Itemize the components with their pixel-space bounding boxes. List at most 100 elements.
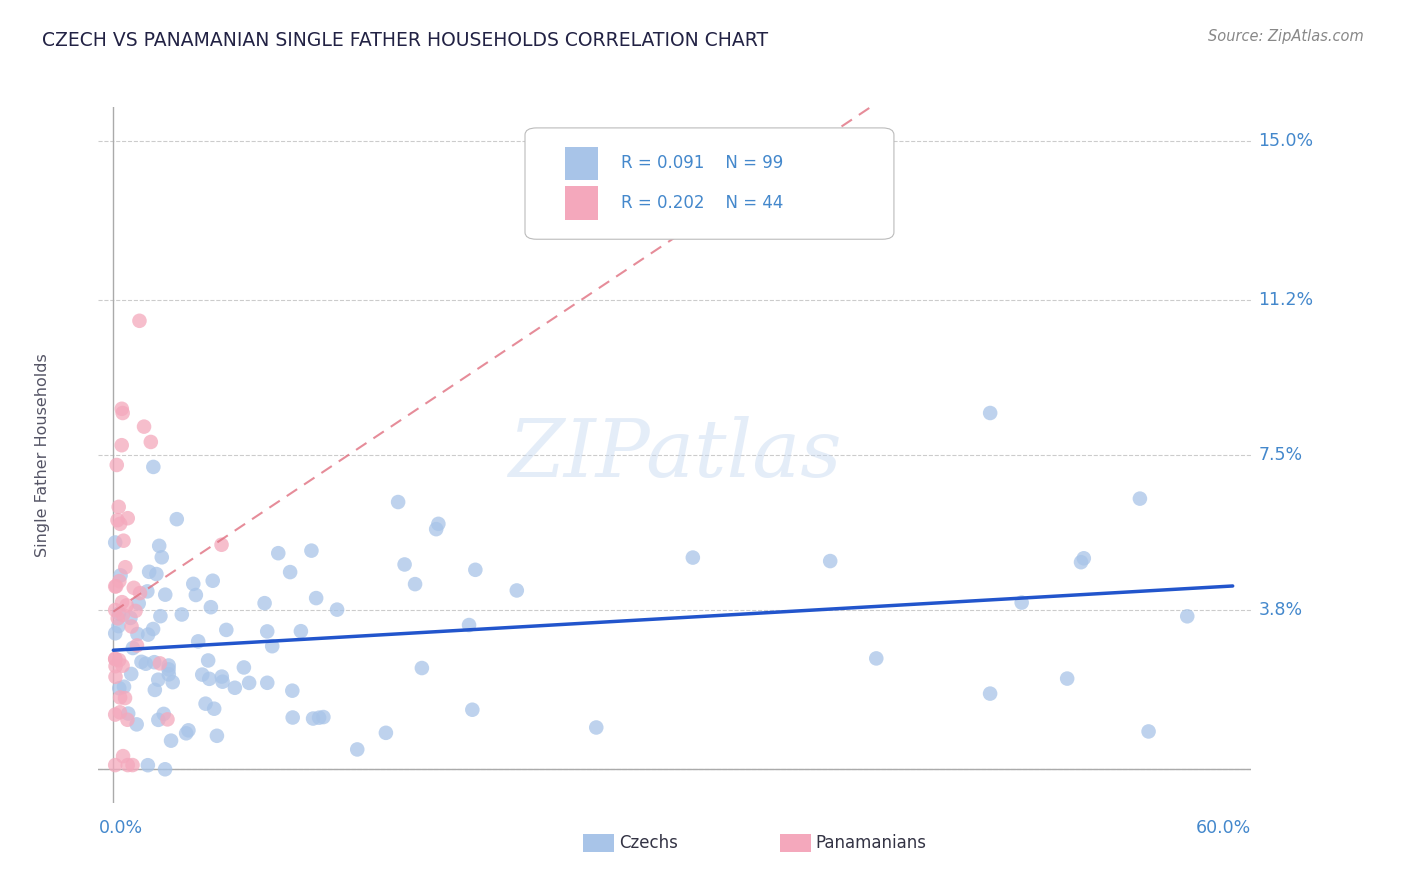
Point (1137, 724, 1160, 739)
Point (104, 670, 127, 684)
FancyBboxPatch shape (565, 146, 598, 180)
Point (120, 667, 142, 681)
Point (184, 588, 207, 602)
Text: Source: ZipAtlas.com: Source: ZipAtlas.com (1208, 29, 1364, 44)
Point (117, 758, 139, 772)
Point (104, 626, 127, 640)
Point (114, 560, 136, 574)
Point (108, 607, 131, 621)
Point (128, 314, 150, 328)
Point (121, 619, 143, 633)
Point (312, 710, 335, 724)
Point (302, 712, 325, 726)
Point (211, 670, 233, 684)
Point (111, 607, 134, 622)
Point (111, 658, 134, 673)
FancyBboxPatch shape (565, 186, 598, 219)
Point (979, 687, 1001, 701)
Point (155, 588, 177, 602)
Point (464, 563, 486, 577)
Point (149, 609, 172, 624)
Point (114, 691, 136, 706)
Point (211, 538, 233, 552)
Point (136, 584, 159, 599)
Point (104, 579, 127, 593)
Point (818, 554, 841, 568)
Point (135, 657, 157, 671)
Point (262, 639, 284, 653)
Point (138, 565, 160, 579)
Point (682, 550, 704, 565)
Point (374, 726, 396, 740)
Point (585, 721, 607, 735)
Point (108, 681, 131, 696)
Point (145, 567, 167, 582)
Point (194, 697, 217, 711)
Point (111, 595, 134, 609)
Point (157, 667, 180, 681)
Point (181, 577, 204, 591)
Point (117, 511, 139, 525)
Point (121, 758, 143, 772)
Point (142, 622, 165, 636)
Point (1073, 551, 1095, 566)
Text: 15.0%: 15.0% (1258, 132, 1313, 150)
Point (411, 661, 433, 675)
Point (128, 596, 150, 610)
Point (110, 568, 132, 582)
Point (107, 500, 129, 514)
Point (108, 574, 131, 589)
Point (148, 539, 170, 553)
Text: ZIPatlas: ZIPatlas (508, 417, 842, 493)
Point (177, 723, 200, 738)
Point (281, 683, 304, 698)
Point (979, 406, 1001, 420)
Point (166, 512, 188, 526)
Point (157, 662, 180, 676)
Point (394, 558, 416, 572)
FancyBboxPatch shape (524, 128, 894, 239)
Point (122, 640, 145, 655)
Point (153, 762, 176, 776)
Point (108, 706, 131, 720)
Point (215, 623, 238, 637)
Point (107, 611, 129, 625)
Point (232, 660, 254, 674)
Point (104, 758, 127, 772)
Point (305, 591, 328, 606)
Point (1011, 596, 1033, 610)
Point (117, 706, 139, 721)
Point (326, 602, 349, 616)
Point (278, 565, 301, 579)
Text: 0.0%: 0.0% (98, 819, 142, 837)
Point (107, 619, 129, 633)
Point (139, 434, 162, 449)
Point (201, 574, 224, 588)
Point (425, 522, 447, 536)
Point (1056, 672, 1078, 686)
Point (156, 712, 179, 726)
Point (124, 604, 146, 618)
Point (346, 742, 368, 756)
Text: 3.8%: 3.8% (1258, 601, 1302, 619)
Point (120, 611, 142, 625)
Point (111, 438, 134, 452)
Point (112, 533, 135, 548)
Point (205, 729, 228, 743)
Point (129, 586, 152, 600)
Point (224, 681, 246, 695)
Point (238, 676, 260, 690)
Text: 60.0%: 60.0% (1197, 819, 1251, 837)
Point (105, 458, 128, 472)
Point (104, 603, 127, 617)
Point (125, 717, 148, 731)
Point (865, 651, 887, 665)
Point (112, 749, 135, 764)
Point (308, 711, 330, 725)
Point (108, 653, 131, 667)
Point (142, 459, 165, 474)
Point (404, 577, 426, 591)
Point (105, 579, 128, 593)
Text: R = 0.091    N = 99: R = 0.091 N = 99 (620, 154, 783, 172)
Point (131, 655, 153, 669)
